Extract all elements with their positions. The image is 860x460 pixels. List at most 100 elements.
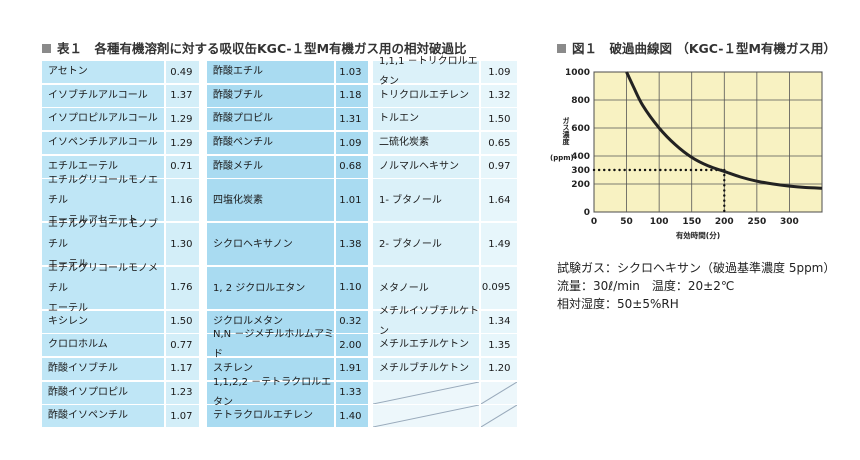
table-row: ジクロルメタン 0.32 bbox=[207, 310, 368, 333]
y-tick-label: 1000 bbox=[565, 68, 590, 78]
figure-heading: 図１ 破過曲線図 （KGC-１型M有機ガス用） bbox=[557, 38, 836, 57]
table-row: トリクロルエチレン 1.32 bbox=[373, 84, 517, 107]
ratio-value: 0.32 bbox=[335, 310, 368, 333]
table-row: キシレン 1.50 bbox=[42, 310, 199, 333]
solvent-name-line: 1, 2 ジクロルエタン bbox=[213, 282, 306, 294]
solvent-name-line: 酢酸イソプロピル bbox=[48, 386, 128, 398]
solvent-name-line: メチルエチルケトン bbox=[379, 339, 469, 351]
ratio-value: 1.64 bbox=[480, 179, 517, 222]
bullet-square-icon bbox=[42, 44, 51, 53]
y-axis-unit: (ppm) bbox=[550, 154, 574, 162]
solvent-name: 1,1,2,2 －テトラクロルエタン bbox=[207, 377, 334, 408]
ratio-value: 1.20 bbox=[480, 357, 517, 380]
ratio-value: 1.49 bbox=[480, 223, 517, 266]
solvent-name: クロロホルム bbox=[42, 334, 164, 357]
table-row: イソペンチルアルコール 1.29 bbox=[42, 132, 199, 155]
solvent-name: テトラクロルエチレン bbox=[207, 405, 334, 428]
table-row: 酢酸イソブチル 1.17 bbox=[42, 357, 199, 380]
ratio-value: 1.35 bbox=[480, 334, 517, 357]
solvent-name-line: メタノール bbox=[379, 282, 429, 294]
ratio-value: 1.09 bbox=[480, 61, 517, 83]
solvent-name bbox=[373, 381, 479, 404]
table-row: イソプロピルアルコール 1.29 bbox=[42, 108, 199, 131]
solvent-name: 酢酸ペンチル bbox=[207, 132, 334, 155]
y-tick-label: 400 bbox=[571, 152, 590, 162]
ratio-value: 1.17 bbox=[165, 357, 199, 380]
solvent-name: イソペンチルアルコール bbox=[42, 132, 164, 155]
info-line-test-gas: 試験ガス：シクロヘキサン（破過基準濃度 5ppm） bbox=[557, 261, 836, 275]
solvent-name: メタノール bbox=[373, 266, 479, 309]
solvent-name: 酢酸イソペンチル bbox=[42, 405, 164, 428]
table-row: エチルグリコールモノブチル エーテル 1.30 bbox=[42, 219, 199, 270]
ratio-value: 2.00 bbox=[335, 334, 368, 357]
table-row: メチルエチルケトン 1.35 bbox=[373, 334, 517, 357]
solvent-name-line: 1- ブタノール bbox=[379, 195, 442, 207]
solvent-name-line: 1,1,2,2 －テトラクロルエタン bbox=[213, 376, 332, 408]
table-row: メチルブチルケトン 1.20 bbox=[373, 357, 517, 380]
solvent-name-line: エーテルアセテート bbox=[48, 215, 138, 227]
x-tick-label: 200 bbox=[715, 217, 734, 227]
ratio-value: 1.38 bbox=[335, 223, 368, 266]
solvent-name-line: スチレン bbox=[213, 362, 253, 374]
table-row: エチルグリコールモノメチル エーテル 1.76 bbox=[42, 263, 199, 314]
empty-cell-slash bbox=[481, 382, 517, 404]
ratio-value: 0.68 bbox=[335, 155, 368, 178]
solvent-name-line: ジクロルメタン bbox=[213, 315, 283, 327]
empty-cell-slash bbox=[373, 405, 479, 427]
table-row: スチレン 1.91 bbox=[207, 357, 368, 380]
solvent-name: 1,1,1 －トリクロルエタン bbox=[373, 56, 479, 87]
ratio-value: 1.32 bbox=[480, 84, 517, 107]
solvent-name: 酢酸ブチル bbox=[207, 84, 334, 107]
empty-cell-slash bbox=[373, 382, 479, 404]
solvent-name-line: イソプロピルアルコール bbox=[48, 113, 158, 125]
x-tick-label: 50 bbox=[620, 217, 633, 227]
solvent-name-line: 1,1,1 －トリクロルエタン bbox=[379, 56, 478, 87]
solvent-name: 酢酸イソプロピル bbox=[42, 381, 164, 404]
x-tick-label: 250 bbox=[747, 217, 766, 227]
table-row: ノルマルヘキサン 0.97 bbox=[373, 155, 517, 178]
solvent-name: ジクロルメタン bbox=[207, 310, 334, 333]
table-row: 2- ブタノール 1.49 bbox=[373, 223, 517, 266]
table-row: イソブチルアルコール 1.37 bbox=[42, 84, 199, 107]
info-line-humidity: 相対湿度：50±5%RH bbox=[557, 297, 679, 311]
ratio-value: 1.07 bbox=[165, 405, 199, 428]
info-line-flow-temp: 流量：30ℓ/min 温度：20±2℃ bbox=[557, 279, 735, 293]
x-axis-label: 有効時間(分) bbox=[676, 230, 720, 240]
ratio-value: 0.49 bbox=[165, 61, 199, 83]
ratio-value: 1.40 bbox=[335, 405, 368, 428]
ratio-value: 1.31 bbox=[335, 108, 368, 131]
solvent-name-line: 酢酸メチル bbox=[213, 160, 263, 172]
ratio-value: 0.71 bbox=[165, 155, 199, 178]
solvent-name: ノルマルヘキサン bbox=[373, 155, 479, 178]
solvent-name-line: N,N －ジメチルホルムアミド bbox=[213, 329, 334, 361]
y-tick-label: 600 bbox=[571, 124, 590, 134]
bullet-square-icon bbox=[557, 44, 566, 53]
solvent-name-line: エチルグリコールモノメチル bbox=[48, 262, 158, 294]
table-row: 酢酸プロピル 1.31 bbox=[207, 108, 368, 131]
solvent-name: N,N －ジメチルホルムアミド bbox=[207, 329, 334, 360]
solvent-name-line: テトラクロルエチレン bbox=[213, 410, 313, 422]
solvent-name-line: トリクロルエチレン bbox=[379, 89, 469, 101]
solvent-name: トリクロルエチレン bbox=[373, 84, 479, 107]
solvent-name: キシレン bbox=[42, 310, 164, 333]
solvent-name: 2- ブタノール bbox=[373, 223, 479, 266]
y-tick-label: 800 bbox=[571, 96, 590, 106]
x-tick-label: 300 bbox=[780, 217, 799, 227]
solvent-name: イソブチルアルコール bbox=[42, 84, 164, 107]
solvent-name: 四塩化炭素 bbox=[207, 179, 334, 222]
solvent-name: 酢酸メチル bbox=[207, 155, 334, 178]
table-row: 1, 2 ジクロルエタン 1.10 bbox=[207, 266, 368, 309]
table-row: 酢酸イソプロピル 1.23 bbox=[42, 381, 199, 404]
solvent-name: メチルブチルケトン bbox=[373, 357, 479, 380]
ratio-value: 1.34 bbox=[480, 310, 517, 333]
table-row: 1- ブタノール 1.64 bbox=[373, 179, 517, 222]
solvent-name-line: 二硫化炭素 bbox=[379, 137, 429, 149]
solvent-name-line: ノルマルヘキサン bbox=[379, 160, 459, 172]
solvent-name: 酢酸エチル bbox=[207, 61, 334, 83]
ratio-value: 1.37 bbox=[165, 84, 199, 107]
table-row: 酢酸イソペンチル 1.07 bbox=[42, 405, 199, 428]
ratio-value: 1.30 bbox=[165, 223, 199, 266]
table-row: 酢酸ペンチル 1.09 bbox=[207, 132, 368, 155]
solvent-name: イソプロピルアルコール bbox=[42, 108, 164, 131]
y-tick-label: 300 bbox=[571, 166, 590, 176]
